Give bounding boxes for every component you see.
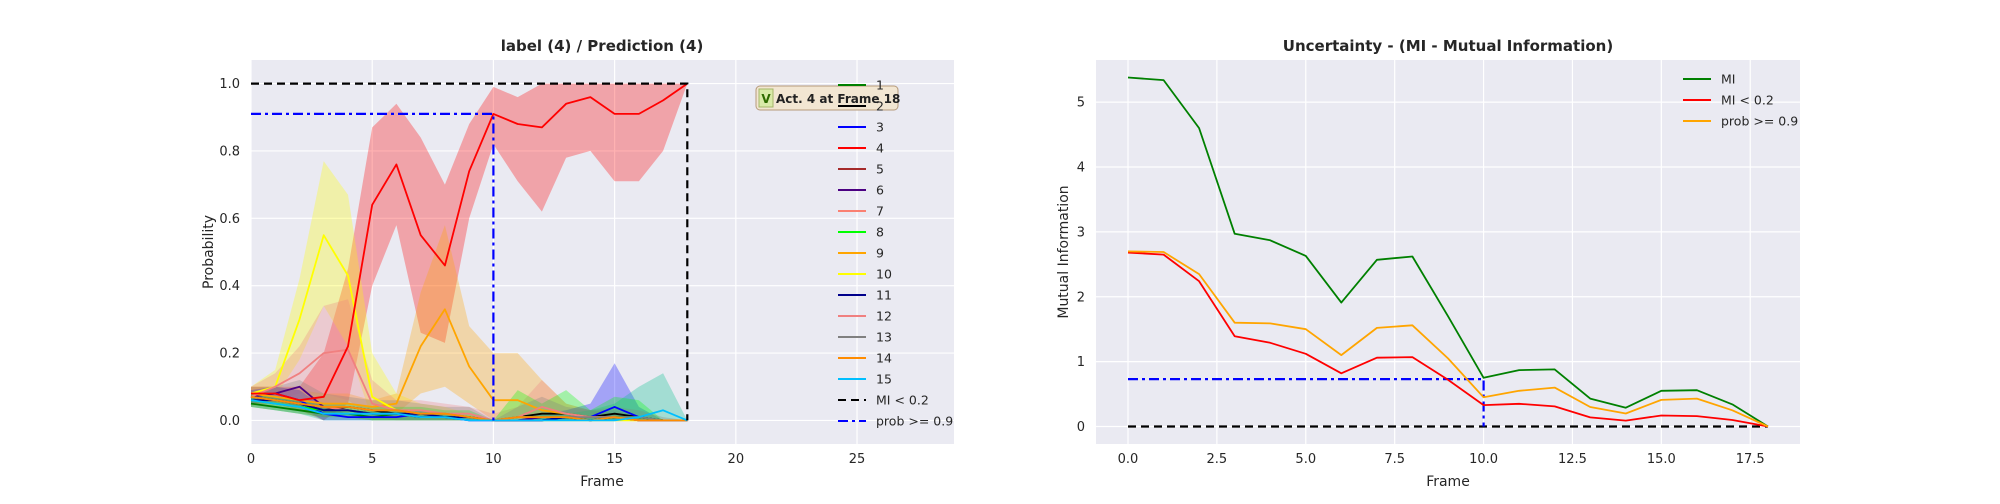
x-tick-label: 0.0 <box>1118 452 1139 467</box>
x-tick-label: 10.0 <box>1469 452 1498 467</box>
legend-label: MI <box>1721 72 1735 87</box>
y-tick-label: 2 <box>1077 290 1085 305</box>
probability-chart: 0 5 10 15 20 25 0.00.20.40.60.81.0 label (4) … <box>201 37 954 490</box>
legend-label: 1 <box>876 78 884 93</box>
y-tick-label: 0.2 <box>219 347 240 362</box>
y-tick-label: 1.0 <box>219 77 240 92</box>
chart-title: Uncertainty - (MI - Mutual Information) <box>1283 37 1613 55</box>
x-tick-label: 20 <box>728 452 745 467</box>
x-tick-label: 2.5 <box>1207 452 1228 467</box>
y-tick-label: 4 <box>1077 161 1085 176</box>
chart-title: label (4) / Prediction (4) <box>501 37 704 55</box>
legend-label: 14 <box>876 351 892 366</box>
legend-label: 11 <box>876 288 892 303</box>
y-tick-label: 1 <box>1077 355 1085 370</box>
legend-label: MI < 0.2 <box>876 393 929 408</box>
legend-label: 5 <box>876 162 884 177</box>
y-axis-label: Mutual Information <box>1056 185 1072 318</box>
x-tick-label: 15.0 <box>1647 452 1676 467</box>
legend-label: 15 <box>876 372 892 387</box>
legend-label: 8 <box>876 225 884 240</box>
legend-label: 7 <box>876 204 884 219</box>
x-tick-label: 17.5 <box>1736 452 1765 467</box>
x-tick-label: 25 <box>849 452 866 467</box>
y-tick-label: 0.6 <box>219 212 240 227</box>
legend-label: 4 <box>876 141 884 156</box>
y-tick-label: 0.8 <box>219 144 240 159</box>
plot-area <box>1096 60 1800 444</box>
x-tick-label: 15 <box>606 452 623 467</box>
legend-label: 10 <box>876 267 892 282</box>
x-tick-label: 5 <box>368 452 376 467</box>
legend-label: 6 <box>876 183 884 198</box>
x-tick-label: 10 <box>485 452 502 467</box>
x-tick-label: 7.5 <box>1384 452 1405 467</box>
legend-label: 3 <box>876 120 884 135</box>
y-tick-label: 3 <box>1077 225 1085 240</box>
legend-label: MI < 0.2 <box>1721 93 1774 108</box>
x-axis-label: Frame <box>1426 474 1470 490</box>
x-tick-label: 5.0 <box>1295 452 1316 467</box>
y-tick-label: 0.4 <box>219 279 240 294</box>
x-tick-label: 0 <box>247 452 255 467</box>
y-tick-label: 0 <box>1077 420 1085 435</box>
mutual-information-chart: 0.0 2.5 5.0 7.5 10.0 12.5 15.0 17.5 0 1 2 3 4 5 Unce… <box>1056 37 1800 490</box>
y-tick-label: 5 <box>1077 96 1085 111</box>
y-tick-label: 0.0 <box>219 414 240 429</box>
x-axis-label: Frame <box>580 474 624 490</box>
legend-label: 2 <box>876 99 884 114</box>
legend-label: 12 <box>876 309 892 324</box>
y-axis-label: Probability <box>201 215 217 289</box>
legend-label: prob >= 0.9 <box>876 414 953 429</box>
legend-label: prob >= 0.9 <box>1721 114 1798 129</box>
legend-label: 9 <box>876 246 884 261</box>
legend-label: 13 <box>876 330 892 345</box>
x-tick-label: 12.5 <box>1558 452 1587 467</box>
annotation-badge: V <box>761 92 771 106</box>
